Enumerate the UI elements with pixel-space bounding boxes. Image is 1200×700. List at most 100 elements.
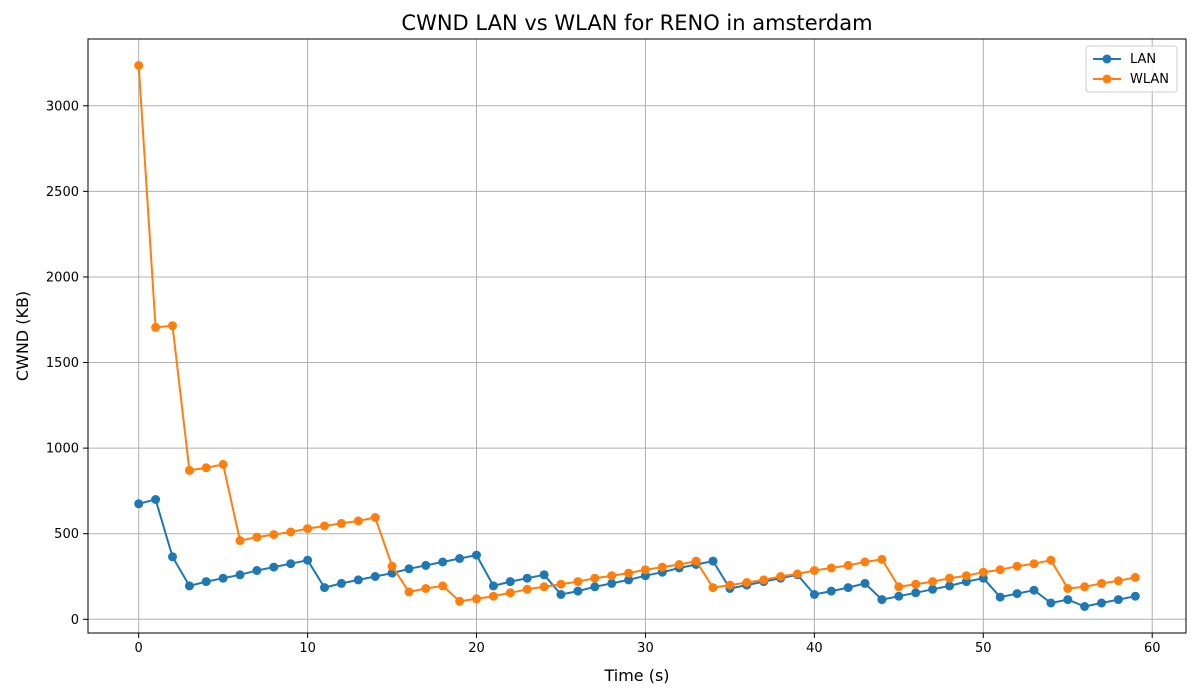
data-point-wlan [539,582,549,592]
data-point-lan [218,573,228,583]
data-point-wlan [1080,582,1090,592]
series-wlan [134,61,1140,606]
y-tick-label: 2000 [46,270,79,285]
x-tick-label: 50 [975,641,992,656]
chart-title: CWND LAN vs WLAN for RENO in amsterdam [401,11,872,35]
data-point-lan [708,556,718,566]
data-point-wlan [691,556,701,566]
data-point-wlan [472,594,481,604]
data-point-lan [320,583,329,593]
data-point-wlan [1046,555,1056,565]
data-point-wlan [286,527,296,537]
data-point-wlan [590,573,600,583]
data-point-lan [505,577,515,587]
data-point-wlan [674,560,684,569]
data-point-wlan [995,565,1005,575]
data-point-wlan [928,577,938,587]
data-point-wlan [657,562,667,572]
data-point-wlan [303,524,313,534]
data-point-wlan [759,575,769,585]
data-point-lan [151,495,161,504]
data-point-lan [911,588,921,598]
x-tick-label: 0 [135,641,143,656]
data-point-wlan [404,587,414,597]
data-point-lan [928,584,938,594]
legend-marker-wlan [1102,74,1112,84]
data-point-wlan [607,571,617,581]
legend-marker-lan [1102,54,1112,64]
data-point-lan [590,582,600,592]
data-point-wlan [505,588,515,598]
data-point-lan [522,573,532,583]
data-point-wlan [624,568,634,578]
x-tick-label: 10 [299,641,316,656]
data-point-lan [421,560,431,570]
data-point-wlan [201,463,211,473]
data-point-wlan [320,521,329,531]
data-point-lan [1012,589,1022,599]
data-point-lan [235,570,245,580]
x-tick-label: 40 [806,641,823,656]
y-tick-label: 2500 [46,185,79,200]
data-point-lan [286,559,296,569]
data-point-lan [168,552,177,562]
data-point-wlan [556,579,566,589]
data-point-lan [945,581,954,591]
data-point-wlan [826,563,836,573]
data-point-wlan [336,518,346,528]
data-point-lan [353,575,363,585]
data-point-wlan [877,554,887,564]
data-point-wlan [708,583,718,593]
data-point-lan [624,575,634,585]
data-point-wlan [252,532,262,542]
data-point-wlan [421,584,431,593]
data-point-lan [455,554,465,563]
data-point-wlan [809,566,819,575]
data-point-wlan [742,578,752,587]
data-point-lan [860,578,870,588]
data-point-wlan [168,321,177,331]
data-point-lan [269,562,279,572]
data-point-wlan [1063,584,1073,593]
data-point-lan [1113,595,1123,605]
data-point-wlan [725,580,735,590]
data-point-wlan [269,530,279,540]
data-point-wlan [184,465,194,475]
data-point-lan [1063,595,1073,605]
data-point-wlan [218,459,228,469]
y-axis-label: CWND (KB) [13,291,32,381]
data-point-lan [877,595,887,605]
data-point-lan [472,550,481,560]
data-point-wlan [1130,572,1140,582]
data-point-wlan [455,596,465,606]
data-point-wlan [945,573,954,583]
data-point-wlan [353,516,363,526]
data-point-lan [488,581,498,591]
x-tick-label: 30 [637,641,654,656]
data-point-lan [370,572,380,581]
data-point-wlan [573,577,583,587]
data-point-lan [826,586,836,596]
data-point-wlan [387,561,397,571]
data-point-wlan [1029,559,1039,569]
data-point-lan [809,590,819,599]
x-tick-label: 20 [468,641,485,656]
data-point-lan [1080,602,1090,611]
legend: LAN WLAN [1085,45,1178,93]
data-point-wlan [1012,561,1022,571]
data-point-wlan [640,565,650,575]
data-point-lan [1130,591,1140,601]
data-point-wlan [894,582,904,592]
data-point-lan [1097,598,1106,608]
data-point-lan [573,586,583,596]
data-point-lan [134,499,144,509]
data-point-lan [303,555,313,565]
x-axis-label: Time (s) [603,666,669,685]
data-point-lan [539,570,549,580]
data-point-wlan [488,591,498,601]
data-point-wlan [793,569,802,579]
data-point-wlan [776,572,786,581]
data-point-wlan [370,513,380,522]
data-point-wlan [235,536,245,546]
